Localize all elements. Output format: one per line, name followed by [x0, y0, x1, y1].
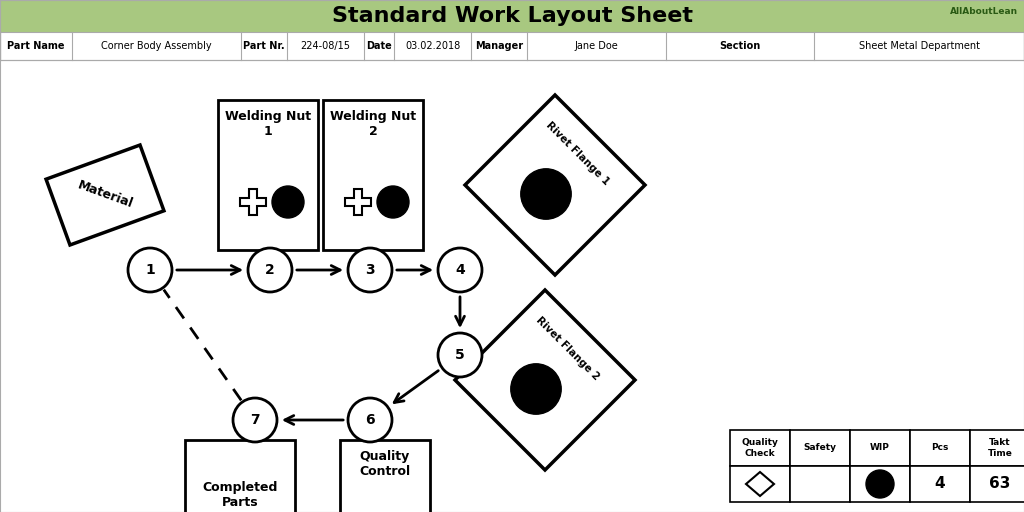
Polygon shape [345, 189, 371, 215]
Bar [790, 430, 850, 466]
Circle shape [348, 398, 392, 442]
Text: Rivet Flange 1: Rivet Flange 1 [544, 120, 611, 187]
Bar [910, 430, 970, 466]
Text: Rivet Flange 2: Rivet Flange 2 [534, 315, 601, 382]
Text: Sheet Metal Department: Sheet Metal Department [858, 41, 980, 51]
Text: Pcs: Pcs [931, 443, 948, 453]
Bar [910, 466, 970, 502]
Text: Manager: Manager [475, 41, 523, 51]
Text: Welding Nut
2: Welding Nut 2 [330, 110, 416, 138]
Bar [850, 466, 910, 502]
Text: 4: 4 [455, 263, 465, 277]
Text: Quality
Check: Quality Check [741, 438, 778, 458]
Circle shape [866, 470, 894, 498]
Text: Standard Work Layout Sheet: Standard Work Layout Sheet [332, 6, 692, 26]
Text: Welding Nut
1: Welding Nut 1 [225, 110, 311, 138]
Circle shape [348, 248, 392, 292]
Text: 1: 1 [145, 263, 155, 277]
Bar [185, 440, 295, 512]
Bar [790, 466, 850, 502]
Circle shape [438, 333, 482, 377]
Text: 6: 6 [366, 413, 375, 427]
Text: Material: Material [76, 179, 134, 211]
Text: 63: 63 [989, 477, 1011, 492]
Text: 224-08/15: 224-08/15 [300, 41, 350, 51]
Polygon shape [809, 473, 831, 495]
Text: Corner Body Assembly: Corner Body Assembly [100, 41, 212, 51]
Text: 2: 2 [265, 263, 274, 277]
Text: Completed
Parts: Completed Parts [203, 481, 278, 509]
Polygon shape [746, 472, 774, 496]
Text: AllAboutLean: AllAboutLean [950, 8, 1018, 16]
Circle shape [377, 186, 409, 218]
Circle shape [521, 169, 571, 219]
Circle shape [272, 186, 304, 218]
Text: Safety: Safety [804, 443, 837, 453]
Bar [970, 466, 1024, 502]
Polygon shape [240, 189, 266, 215]
Text: 7: 7 [250, 413, 260, 427]
Text: Part Nr.: Part Nr. [243, 41, 285, 51]
Bar [0, 0, 1024, 32]
Bar [730, 466, 790, 502]
Bar [0, 32, 1024, 60]
Text: 5: 5 [455, 348, 465, 362]
Text: 03.02.2018: 03.02.2018 [406, 41, 460, 51]
Polygon shape [455, 290, 635, 470]
Bar [730, 430, 790, 466]
Text: Jane Doe: Jane Doe [574, 41, 618, 51]
Circle shape [248, 248, 292, 292]
Circle shape [438, 248, 482, 292]
Polygon shape [465, 95, 645, 275]
Bar [218, 100, 318, 250]
Text: Part Name: Part Name [7, 41, 65, 51]
Text: Quality
Control: Quality Control [359, 450, 411, 478]
Bar [340, 440, 430, 512]
Circle shape [511, 364, 561, 414]
Text: Date: Date [366, 41, 392, 51]
Text: WIP: WIP [870, 443, 890, 453]
Bar [970, 430, 1024, 466]
Circle shape [128, 248, 172, 292]
Circle shape [233, 398, 278, 442]
Text: 3: 3 [366, 263, 375, 277]
Text: Section: Section [719, 41, 761, 51]
Polygon shape [46, 145, 164, 245]
Bar [323, 100, 423, 250]
Bar [850, 430, 910, 466]
Text: Takt
Time: Takt Time [987, 438, 1013, 458]
Text: 4: 4 [935, 477, 945, 492]
